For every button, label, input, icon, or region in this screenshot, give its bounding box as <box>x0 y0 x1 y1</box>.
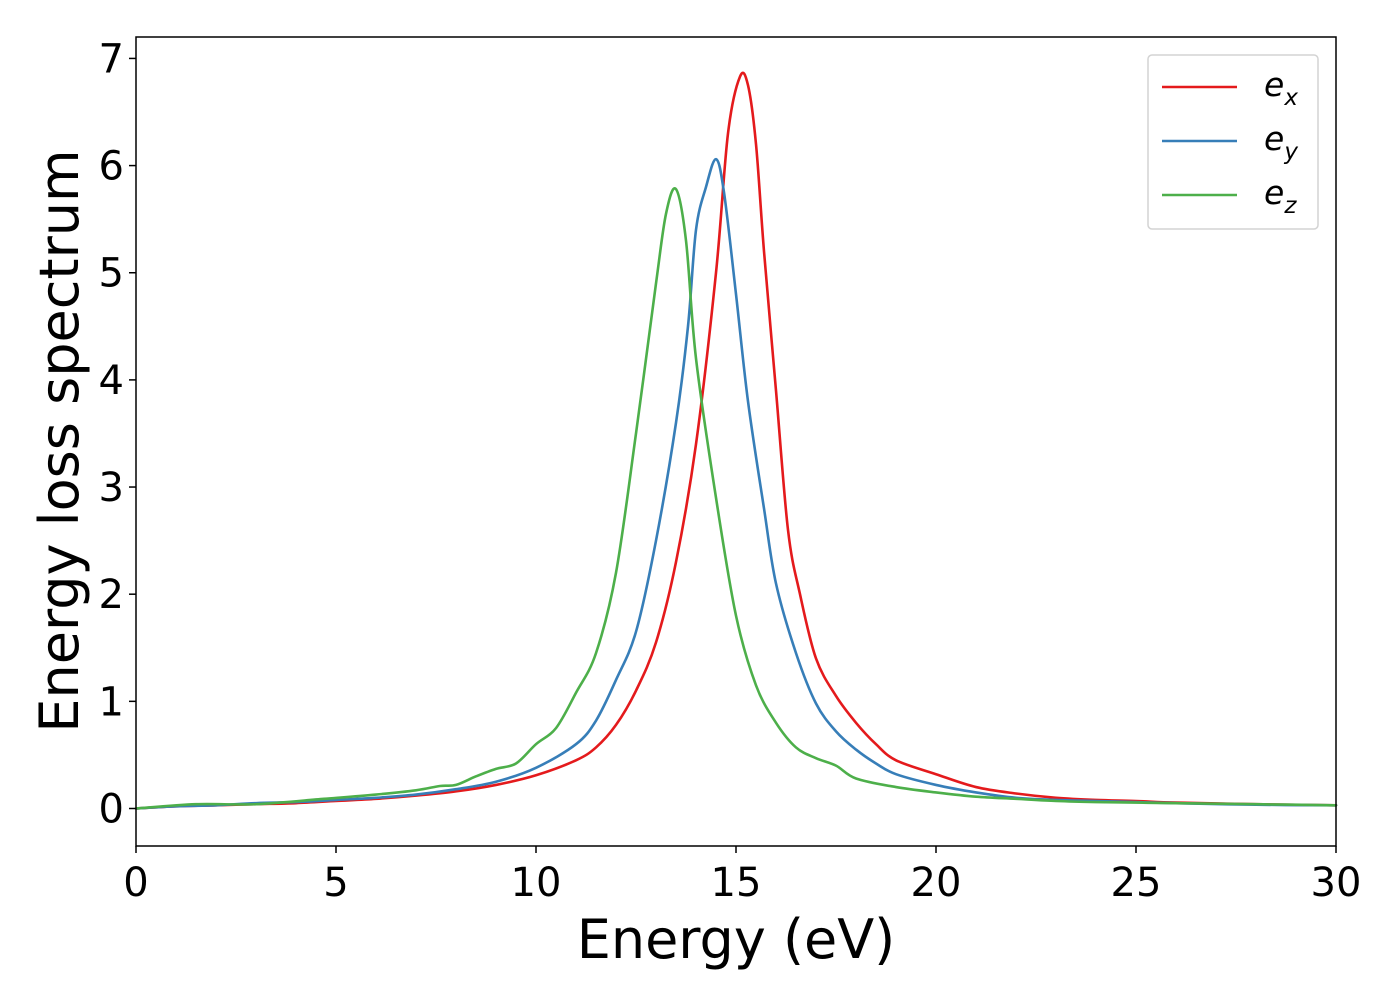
series-layer <box>134 71 1338 810</box>
x-axis-label: Energy (eV) <box>577 908 896 971</box>
y-tick-label: 0 <box>99 786 124 832</box>
y-tick-label: 5 <box>99 251 124 297</box>
y-axis-ticks: 0 1 2 3 4 5 6 7 <box>99 36 136 832</box>
legend: ex ey ez <box>1147 54 1319 230</box>
y-tick-label: 3 <box>99 465 124 511</box>
y-tick-label: 4 <box>99 358 124 404</box>
y-tick-label: 6 <box>99 144 124 190</box>
legend-items: ex ey ez <box>1162 65 1298 219</box>
series-line-z <box>134 186 1338 810</box>
x-axis-ticks: 0 5 10 15 20 25 30 <box>123 846 1361 906</box>
x-tick-label: 0 <box>123 860 148 906</box>
legend-label-x: ex <box>1264 65 1298 111</box>
x-tick-label: 5 <box>323 860 348 906</box>
y-tick-label: 1 <box>99 679 124 725</box>
x-tick-label: 20 <box>911 860 962 906</box>
y-tick-label: 2 <box>99 572 124 618</box>
x-tick-label: 15 <box>711 860 762 906</box>
series-line-y <box>134 157 1338 810</box>
y-tick-label: 7 <box>99 36 124 82</box>
legend-label-z: ez <box>1264 173 1297 219</box>
legend-label-y: ey <box>1264 119 1298 165</box>
y-axis-label: Energy loss spectrum <box>28 149 91 732</box>
x-tick-label: 10 <box>511 860 562 906</box>
x-tick-label: 30 <box>1311 860 1362 906</box>
x-tick-label: 25 <box>1111 860 1162 906</box>
